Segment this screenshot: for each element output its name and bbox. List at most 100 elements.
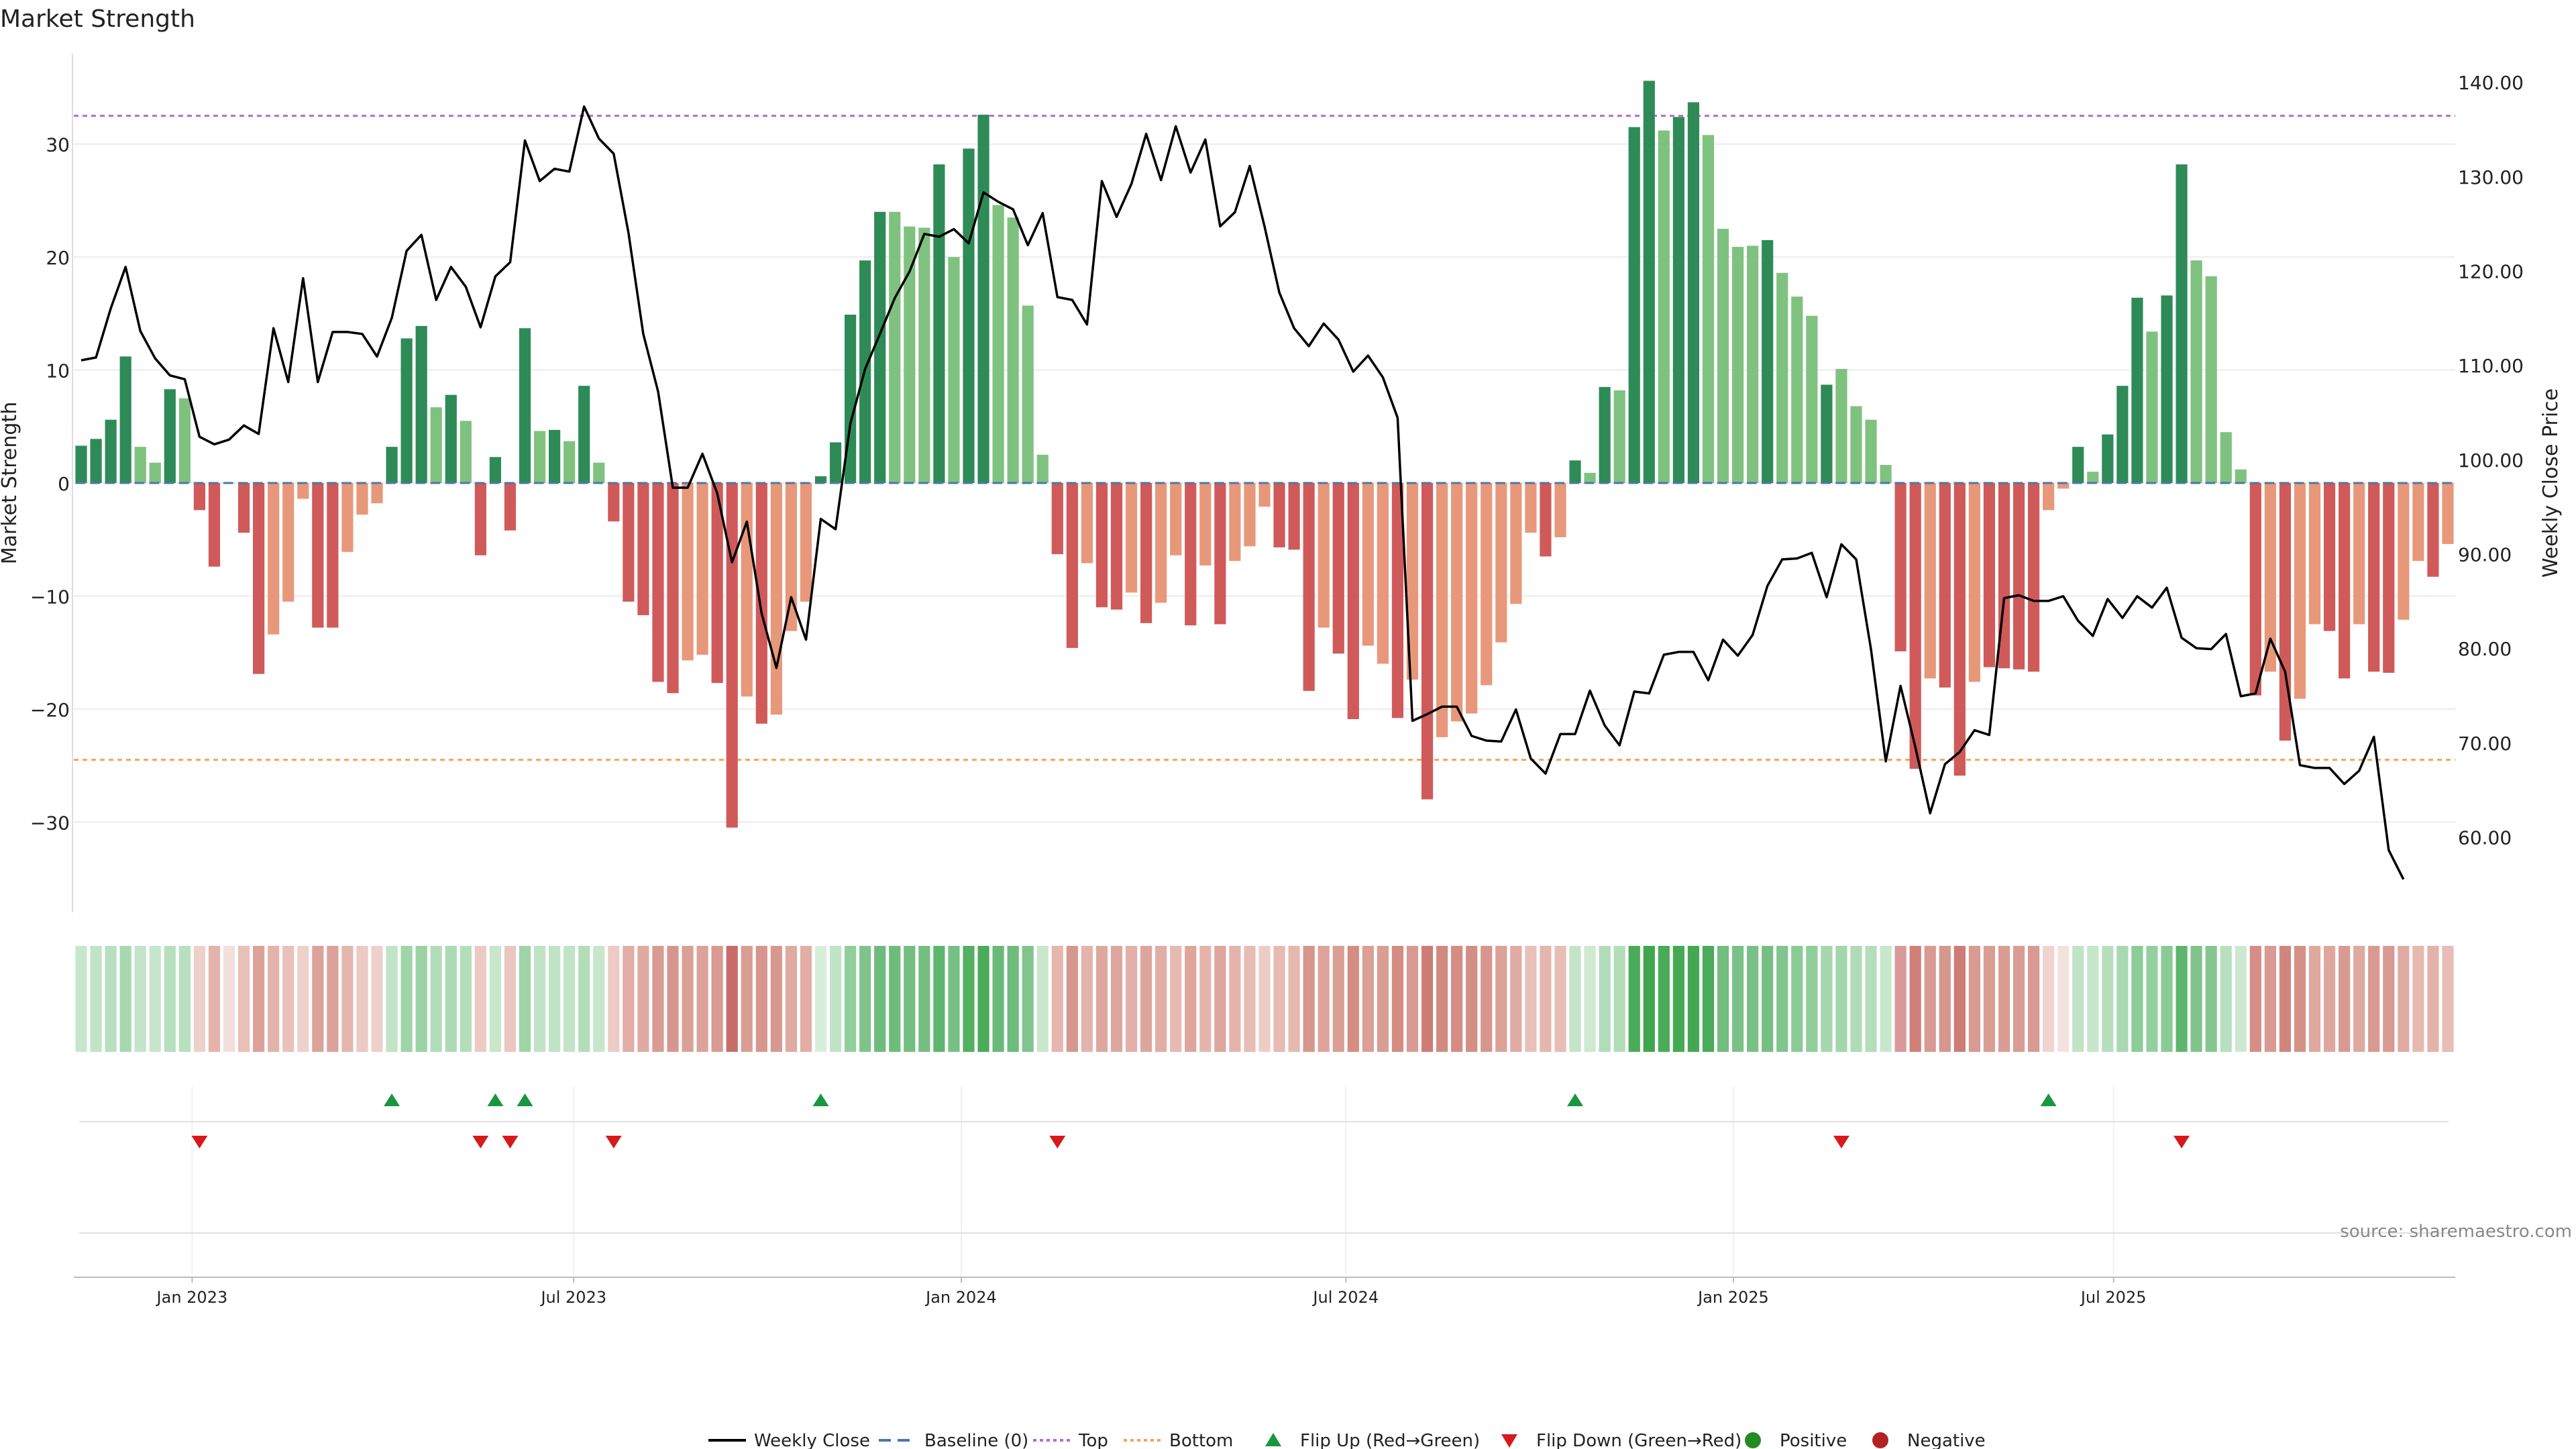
heat-cell bbox=[1554, 946, 1566, 1052]
heat-cell bbox=[1569, 946, 1581, 1052]
heat-cell bbox=[178, 946, 191, 1052]
heat-cell bbox=[1762, 946, 1774, 1052]
strength-bar bbox=[593, 462, 605, 483]
heat-cell bbox=[149, 946, 161, 1052]
heat-cell bbox=[2339, 946, 2351, 1052]
heat-cell bbox=[2308, 946, 2321, 1052]
heat-cell bbox=[1036, 946, 1049, 1052]
strength-bar bbox=[1391, 483, 1404, 718]
strength-bar bbox=[415, 325, 427, 483]
strength-bar bbox=[1347, 483, 1359, 719]
heat-cell bbox=[1909, 946, 1921, 1052]
x-axis: Jan 2023 Jul 2023 Jan 2024 Jul 2024 Jan 2025… bbox=[74, 1277, 2455, 1307]
heat-cell bbox=[268, 946, 280, 1052]
strength-heat-strip bbox=[75, 946, 2454, 1052]
strength-bar bbox=[1288, 483, 1300, 550]
heat-cell bbox=[1791, 946, 1803, 1052]
heat-cell bbox=[460, 946, 472, 1052]
strength-bar bbox=[623, 483, 635, 602]
heat-cell bbox=[1540, 946, 1552, 1052]
strength-bar bbox=[2279, 483, 2292, 741]
strength-bar bbox=[164, 389, 176, 483]
heat-cell bbox=[504, 946, 517, 1052]
flip-markers bbox=[79, 1087, 2449, 1275]
strength-bar bbox=[193, 483, 206, 511]
strength-bar bbox=[918, 227, 930, 483]
heat-cell bbox=[2427, 946, 2439, 1052]
heat-cell bbox=[1170, 946, 1182, 1052]
strength-bar bbox=[356, 483, 368, 515]
strength-bar bbox=[1214, 483, 1226, 625]
strength-bar bbox=[1747, 246, 1759, 483]
source-note: source: sharemaestro.com bbox=[2340, 1222, 2572, 1242]
left-tick-label: 30 bbox=[46, 134, 70, 156]
strength-bar bbox=[1510, 483, 1522, 604]
strength-bar bbox=[1525, 483, 1537, 533]
heat-cell bbox=[2294, 946, 2306, 1052]
heat-cell bbox=[859, 946, 871, 1052]
strength-bar bbox=[1406, 483, 1419, 680]
heat-cell bbox=[1066, 946, 1078, 1052]
heat-cell bbox=[237, 946, 250, 1052]
heat-cell bbox=[2057, 946, 2070, 1052]
legend-swatch-triangle-up bbox=[1265, 1433, 1281, 1446]
strength-bar bbox=[1776, 272, 1788, 483]
right-tick-label: 70.00 bbox=[2458, 733, 2512, 755]
strength-bar bbox=[2087, 472, 2099, 483]
heat-cell bbox=[134, 946, 146, 1052]
strength-bar bbox=[400, 338, 413, 483]
heat-cell bbox=[1273, 946, 1285, 1052]
strength-bar bbox=[386, 447, 398, 483]
heat-cell bbox=[2353, 946, 2365, 1052]
strength-bar bbox=[608, 483, 620, 522]
heat-cell bbox=[1643, 946, 1655, 1052]
strength-bar bbox=[2412, 483, 2424, 561]
heat-cell bbox=[2072, 946, 2084, 1052]
heat-cell bbox=[1110, 946, 1123, 1052]
right-tick-label: 100.00 bbox=[2458, 449, 2524, 472]
heat-cell bbox=[2043, 946, 2055, 1052]
heat-cell bbox=[1687, 946, 1700, 1052]
heat-cell bbox=[2279, 946, 2292, 1052]
strength-bar bbox=[460, 421, 472, 483]
strength-bar bbox=[1155, 483, 1167, 603]
heat-cell bbox=[578, 946, 590, 1052]
heat-cell bbox=[1806, 946, 1818, 1052]
strength-bar bbox=[1481, 483, 1493, 686]
heat-cell bbox=[1140, 946, 1152, 1052]
strength-bar bbox=[2161, 295, 2173, 483]
strength-bar bbox=[874, 211, 886, 483]
left-axis-label: Market Strength bbox=[0, 402, 21, 564]
heat-cell bbox=[593, 946, 605, 1052]
heat-cell bbox=[1318, 946, 1330, 1052]
heat-cell bbox=[711, 946, 723, 1052]
strength-bar bbox=[474, 483, 486, 555]
strength-bar bbox=[1702, 135, 1715, 483]
heat-cell bbox=[2205, 946, 2217, 1052]
strength-bars bbox=[75, 80, 2454, 828]
heat-cell bbox=[2323, 946, 2336, 1052]
heat-cell bbox=[1007, 946, 1019, 1052]
right-tick-label: 120.00 bbox=[2458, 261, 2524, 283]
flip-up-marker bbox=[2040, 1093, 2057, 1106]
right-tick-label: 140.00 bbox=[2458, 72, 2524, 94]
strength-bar bbox=[829, 442, 842, 483]
strength-bar bbox=[549, 429, 561, 483]
strength-bar bbox=[2116, 386, 2129, 483]
heat-cell bbox=[1155, 946, 1167, 1052]
heat-cell bbox=[386, 946, 398, 1052]
strength-bar bbox=[2442, 483, 2454, 544]
heat-cell bbox=[726, 946, 738, 1052]
heat-cell bbox=[519, 946, 531, 1052]
heat-cell bbox=[637, 946, 649, 1052]
legend-label: Top bbox=[1078, 1431, 1108, 1449]
legend-label: Negative bbox=[1907, 1431, 1986, 1449]
heat-cell bbox=[1288, 946, 1300, 1052]
strength-bar bbox=[1731, 247, 1744, 483]
strength-bar bbox=[1199, 483, 1212, 566]
heat-cell bbox=[1244, 946, 1256, 1052]
left-axis: 30 20 10 0 −10 −20 −30 bbox=[30, 54, 73, 912]
heat-cell bbox=[1865, 946, 1877, 1052]
strength-bar bbox=[237, 483, 250, 533]
